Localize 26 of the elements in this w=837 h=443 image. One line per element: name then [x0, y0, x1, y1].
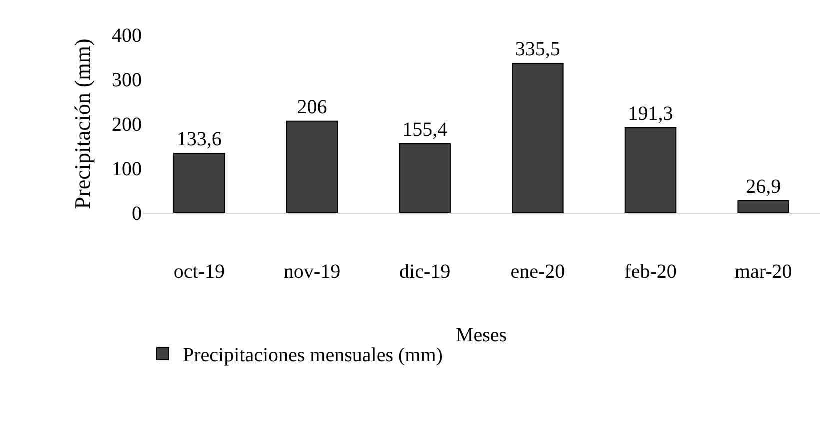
- y-tick-label: 100: [112, 158, 142, 180]
- x-tick-label: nov-19: [284, 261, 341, 283]
- y-tick-label: 300: [112, 70, 142, 92]
- y-tick-label: 400: [112, 25, 142, 47]
- data-label: 133,6: [176, 128, 222, 151]
- data-label: 155,4: [402, 118, 448, 141]
- x-axis-title: Meses: [456, 324, 508, 346]
- y-axis-title: Precipitación (mm): [70, 38, 95, 210]
- bar: [399, 143, 451, 213]
- x-tick-label: oct-19: [174, 261, 225, 283]
- data-label: 191,3: [628, 102, 674, 125]
- data-label: 335,5: [515, 38, 560, 61]
- x-tick-label: dic-19: [400, 261, 451, 283]
- data-label: 26,9: [746, 176, 782, 198]
- bar: [738, 200, 790, 213]
- bar: [174, 153, 226, 213]
- bar: [286, 120, 338, 213]
- data-label: 206: [297, 96, 328, 118]
- bar: [624, 127, 677, 213]
- y-tick-label: 200: [112, 114, 142, 136]
- y-tick-label: 0: [132, 203, 142, 225]
- x-tick-label: mar-20: [734, 261, 792, 283]
- legend-label: Precipitaciones mensuales (mm): [183, 344, 443, 366]
- x-tick-label: ene-20: [510, 261, 566, 283]
- bar: [512, 63, 564, 213]
- x-tick-label: feb-20: [624, 261, 677, 283]
